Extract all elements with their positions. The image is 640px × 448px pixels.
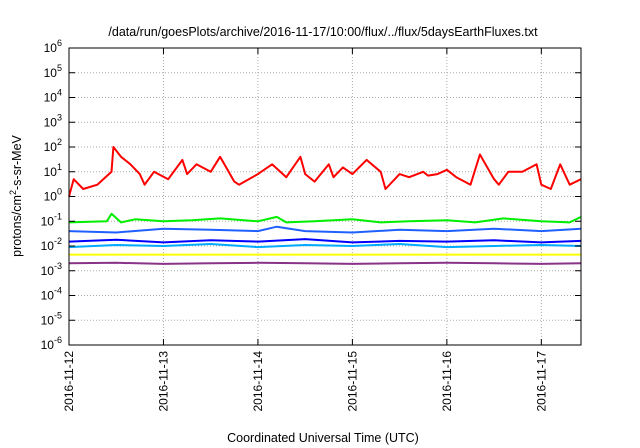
- y-axis-label: protons/cm2-s-sr-MeV: [8, 134, 24, 256]
- y-tick-label: 10-6: [41, 335, 62, 352]
- series-line-2: [68, 212, 582, 224]
- x-axis: 2016-11-12 2016-11-13 2016-11-14 2016-11-15…: [62, 48, 548, 412]
- grid-lines: [69, 48, 581, 345]
- series-line-3: [68, 225, 582, 234]
- chart-title: /data/run/goesPlots/archive/2016-11-17/1…: [108, 25, 538, 39]
- series-line-7: [68, 261, 582, 265]
- x-tick-label: 2016-11-16: [440, 351, 454, 412]
- x-tick-label: 2016-11-12: [62, 351, 76, 412]
- y-tick-label: 10-5: [41, 310, 62, 327]
- y-tick-label: 10-2: [41, 236, 62, 253]
- x-tick-label: 2016-11-13: [156, 351, 170, 412]
- x-tick-label: 2016-11-14: [251, 351, 265, 412]
- y-tick-label: 10-4: [41, 286, 62, 303]
- x-tick-label: 2016-11-15: [345, 351, 359, 412]
- y-tick-label: 101: [44, 162, 62, 179]
- series-line-5: [68, 243, 582, 249]
- series-line-1: [68, 146, 582, 197]
- y-tick-label: 103: [44, 112, 62, 129]
- series-line-4: [68, 238, 582, 244]
- y-tick-label: 10-1: [41, 211, 62, 228]
- y-tick-label: 104: [44, 88, 62, 105]
- x-tick-label: 2016-11-17: [534, 351, 548, 412]
- y-tick-label: 102: [44, 137, 62, 154]
- y-tick-label: 105: [44, 63, 62, 80]
- y-axis: 10-6 10-5 10-4 10-3 10-2 10-1 100 101 102 103 104 1…: [41, 38, 581, 352]
- y-tick-label: 106: [44, 38, 62, 55]
- series-lines: [68, 146, 582, 265]
- y-tick-label: 10-3: [41, 261, 62, 278]
- y-tick-label: 100: [44, 187, 62, 204]
- x-axis-label: Coordinated Universal Time (UTC): [227, 431, 419, 445]
